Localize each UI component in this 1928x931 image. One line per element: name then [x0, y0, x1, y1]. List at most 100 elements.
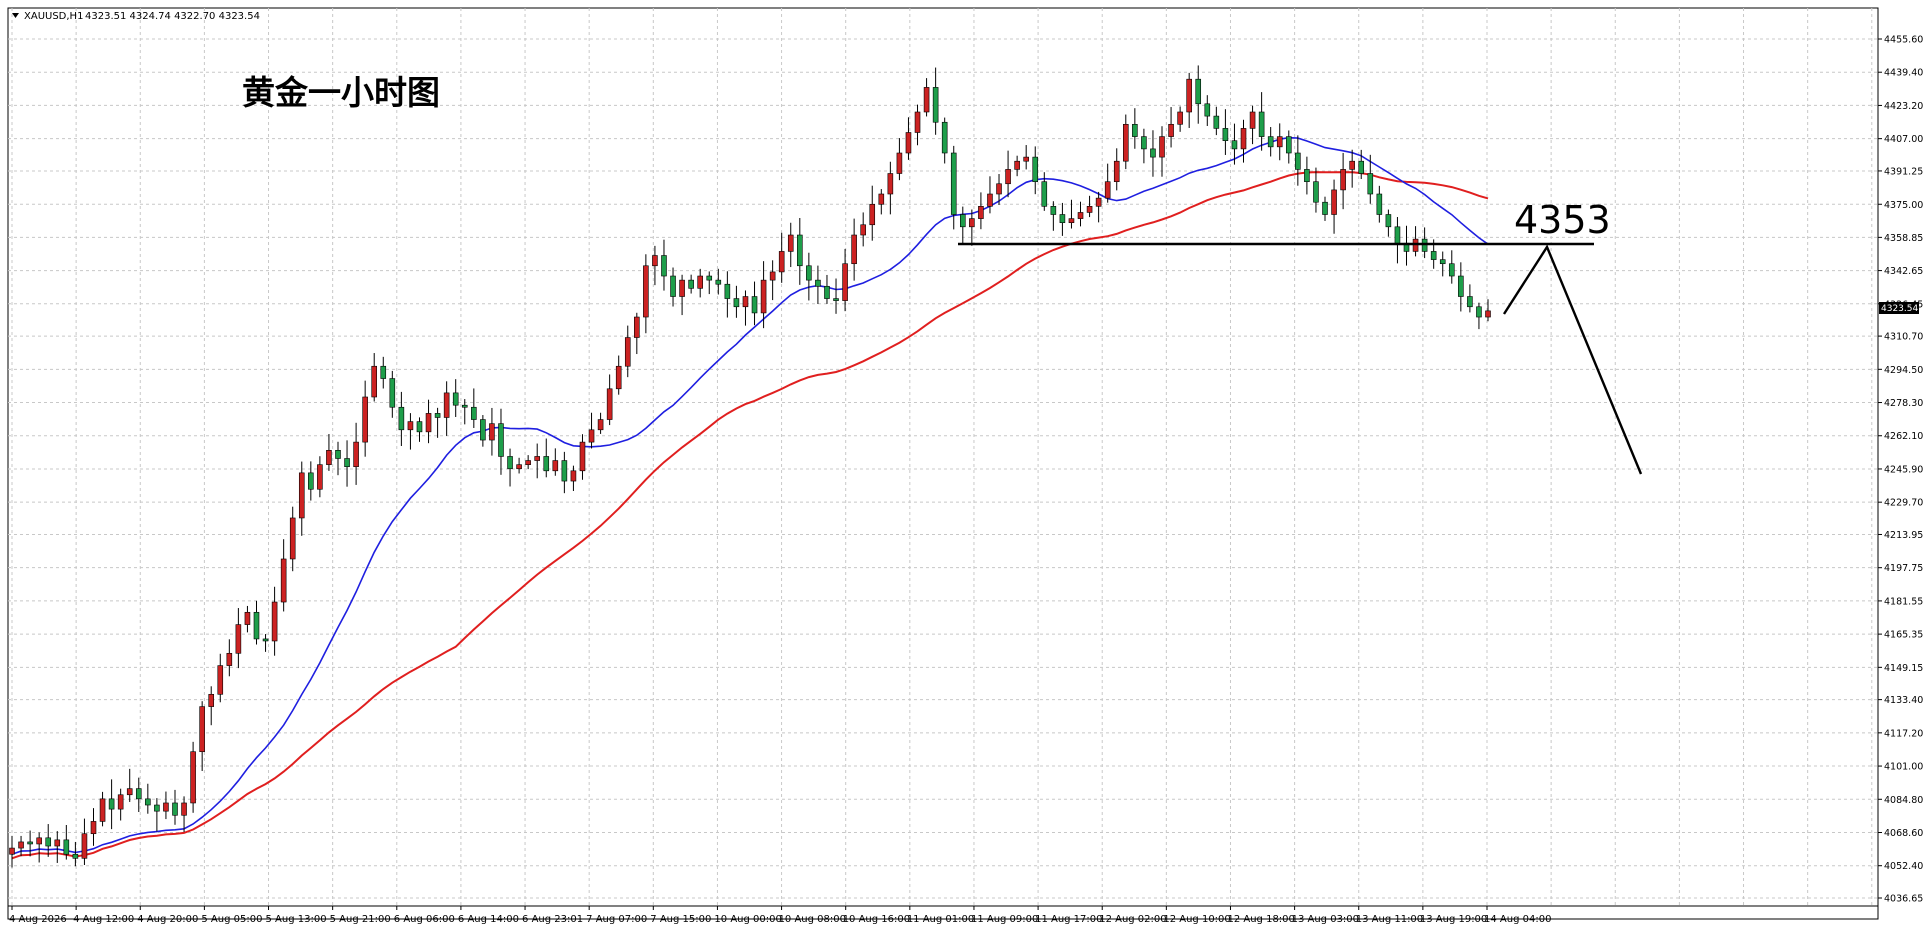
y-tick-label: 4391.25 [1884, 166, 1923, 177]
candle-body [1023, 156, 1029, 162]
candle-body [1276, 136, 1283, 148]
candle-body [996, 183, 1002, 195]
candle-body [1249, 111, 1256, 129]
y-tick-label: 4133.40 [1884, 695, 1923, 706]
candle-body [498, 423, 504, 457]
candle-body [1421, 238, 1428, 252]
x-tick-label: 11 Aug 01:00 [907, 914, 974, 925]
header-bar: XAUUSD,H1 4323.51 4324.74 4322.70 4323.5… [12, 11, 260, 22]
candle-body [896, 152, 903, 174]
x-tick-label: 6 Aug 06:00 [394, 914, 455, 925]
candle-body [1448, 263, 1455, 277]
candle-body [280, 558, 287, 603]
candle-body [969, 218, 975, 228]
candle-body [1385, 214, 1392, 228]
candle-body [135, 788, 142, 800]
candle-body [335, 450, 341, 459]
candle-body [1394, 226, 1401, 244]
candle-body [353, 441, 359, 468]
y-tick-label: 4181.55 [1884, 596, 1923, 607]
candle-body [271, 601, 278, 642]
candle-body [1059, 214, 1066, 224]
candle-body [534, 456, 540, 461]
candle-body [1104, 181, 1111, 199]
candle-body [226, 652, 233, 666]
candle-body [1014, 160, 1020, 170]
candle-body [471, 406, 477, 420]
candle-body [416, 421, 423, 433]
candle-body [1476, 306, 1482, 318]
candle-body [172, 802, 178, 816]
x-tick-label: 11 Aug 09:00 [971, 914, 1038, 925]
y-tick-label: 4084.80 [1884, 795, 1923, 806]
x-tick-label: 4 Aug 2026 [9, 914, 67, 925]
x-tick-label: 10 Aug 16:00 [843, 914, 910, 925]
candle-body [99, 798, 106, 822]
x-tick-label: 7 Aug 07:00 [586, 914, 647, 925]
candle-body [525, 460, 531, 465]
candle-body [489, 423, 495, 441]
candle-body [1186, 78, 1192, 113]
candle-body [1285, 136, 1292, 154]
candle-body [1231, 140, 1238, 150]
candle-body [1068, 218, 1075, 224]
candle-body [1077, 212, 1084, 219]
candle-body [688, 279, 694, 289]
candle-body [1258, 111, 1265, 137]
candle-body [1313, 181, 1319, 203]
candle-body [833, 298, 839, 301]
candle-body [45, 837, 52, 847]
candle-body [425, 413, 432, 433]
x-tick-label: 11 Aug 17:00 [1035, 914, 1102, 925]
y-tick-label: 4068.60 [1884, 828, 1923, 839]
chart-title: 黄金一小时图 [242, 73, 440, 112]
candle-body [507, 456, 513, 470]
candle-body [1113, 160, 1120, 183]
candle-body [63, 839, 70, 855]
x-tick-label: 7 Aug 15:00 [650, 914, 711, 925]
candle-body [516, 464, 522, 470]
candle-body [751, 296, 758, 314]
candle-body [887, 173, 894, 195]
candle-body [163, 802, 169, 812]
candle-body [1295, 152, 1301, 170]
candle-body [181, 802, 187, 816]
current-price-marker: 4323.54 [1879, 302, 1919, 314]
y-tick-label: 4375.00 [1884, 200, 1923, 211]
x-tick-label: 13 Aug 11:00 [1356, 914, 1423, 925]
candle-body [1168, 123, 1174, 137]
candle-body [289, 517, 296, 560]
candle-body [615, 365, 622, 390]
y-tick-label: 4101.00 [1884, 762, 1923, 773]
candle-body [317, 464, 323, 490]
candle-body [108, 798, 115, 810]
candle-body [742, 296, 749, 308]
candle-body [434, 413, 441, 418]
candle-body [1032, 156, 1039, 183]
candle-body [624, 337, 631, 367]
candle-body [851, 234, 857, 265]
y-tick-label: 4117.20 [1884, 728, 1923, 739]
candle-body [244, 611, 251, 625]
x-tick-label: 12 Aug 02:00 [1099, 914, 1166, 925]
candle-body [1439, 259, 1446, 265]
y-tick-label: 4262.10 [1884, 431, 1923, 442]
y-tick-label: 4407.00 [1884, 134, 1923, 145]
candle-body [697, 275, 703, 289]
candle-body [978, 206, 984, 219]
candle-body [154, 804, 160, 812]
triangle-down-icon[interactable] [12, 13, 19, 18]
x-tick-label: 5 Aug 05:00 [201, 914, 262, 925]
candle-body [570, 470, 577, 482]
candle-body [950, 152, 957, 215]
x-tick-label: 13 Aug 19:00 [1420, 914, 1487, 925]
candle-body [18, 841, 24, 849]
candle-body [190, 751, 196, 804]
candle-body [217, 665, 224, 695]
candle-body [126, 788, 133, 796]
candle-body [842, 263, 848, 301]
projection-path[interactable] [1502, 244, 1643, 475]
candle-body [1222, 128, 1229, 141]
